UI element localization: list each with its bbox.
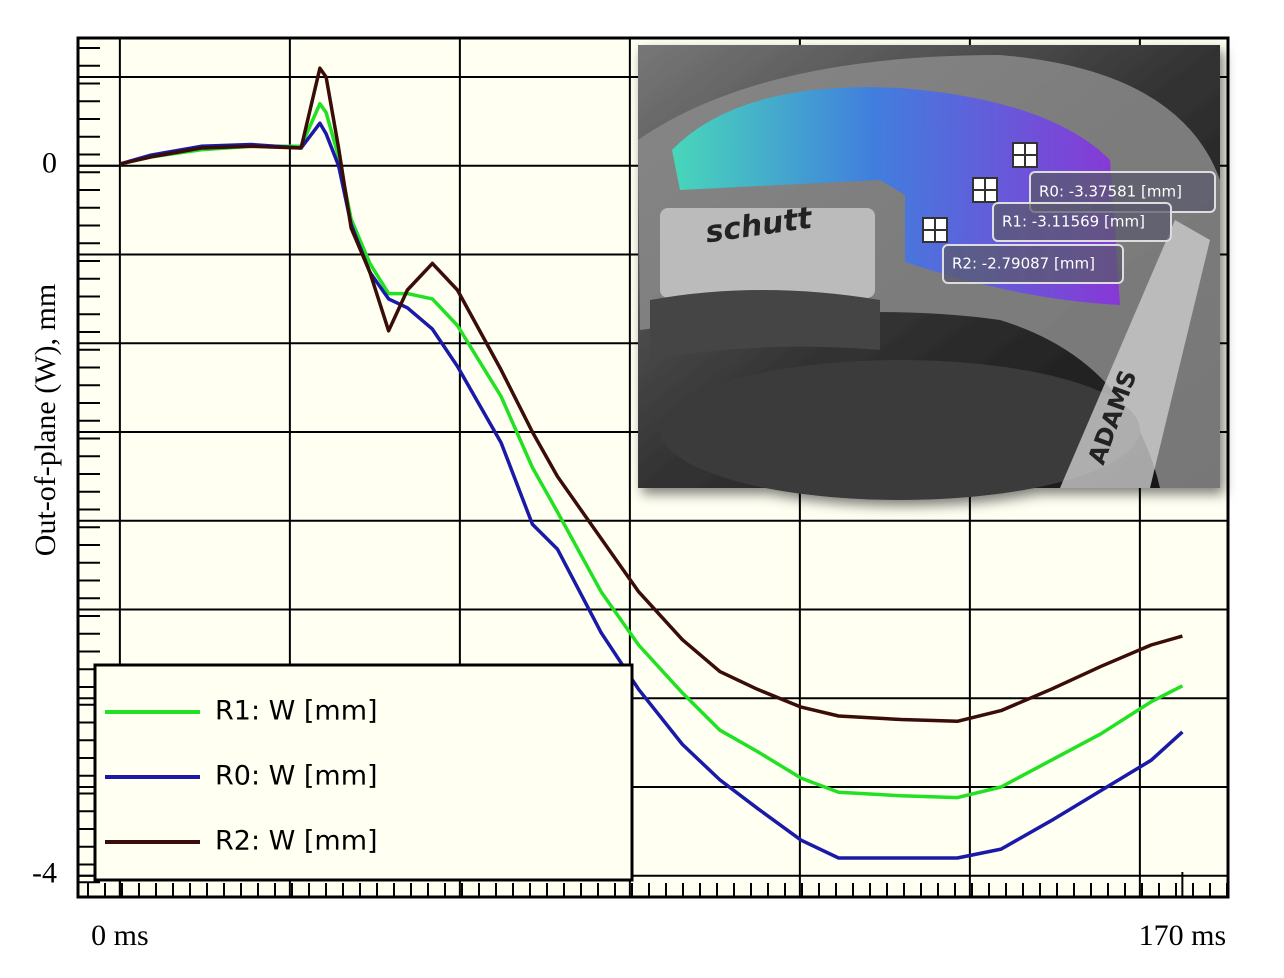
inset-image: R0: -3.37581 [mm] R1: -3.11569 [mm] R2: -2… [638, 45, 1220, 500]
series-line [119, 101, 1184, 800]
face [660, 360, 1140, 500]
series-line [119, 66, 1183, 724]
strap [1060, 220, 1210, 488]
x-tick-label: 0 ms [91, 919, 149, 952]
inset-label: R0: -3.37581 [mm] [1039, 183, 1182, 201]
inset-label-box [992, 202, 1172, 242]
y-tick-label: 0 [42, 147, 57, 180]
series-line [119, 121, 1184, 860]
legend-label: R0: W [mm] [215, 761, 378, 792]
legend-box [93, 663, 634, 882]
legend-label: R2: W [mm] [215, 826, 378, 857]
legend-label: R1: W [mm] [215, 696, 378, 727]
helmet-bumper [660, 208, 875, 298]
x-tick-label: 170 ms [1139, 919, 1227, 952]
inset-label: R1: -3.11569 [mm] [1002, 213, 1145, 231]
inset-label: R2: -2.79087 [mm] [952, 255, 1095, 273]
series-lines [119, 66, 1184, 860]
inset-label-box [942, 244, 1124, 284]
legend: R1: W [mm] R0: W [mm] R2: W [mm] [93, 663, 634, 882]
visor [650, 290, 880, 360]
y-axis-title: Out-of-plane (W), mm [29, 284, 62, 556]
y-tick-label: -4 [32, 857, 57, 890]
